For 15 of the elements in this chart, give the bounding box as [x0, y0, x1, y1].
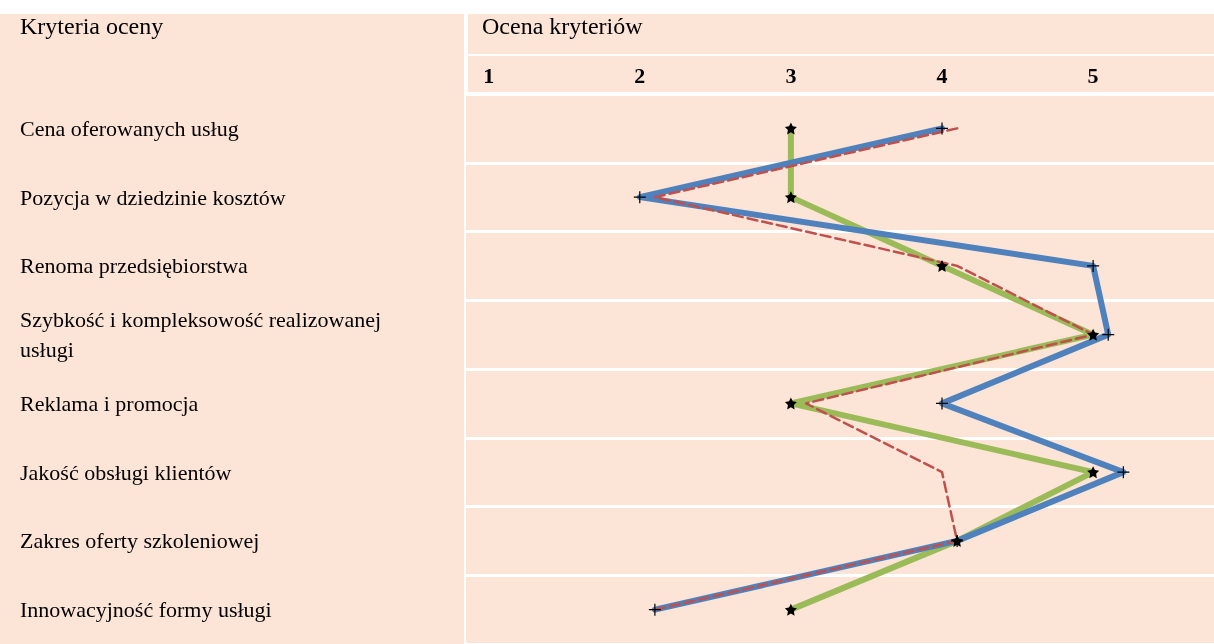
x-tick-label: 5	[1087, 62, 1099, 88]
y-tick-label: Innowacyjność formy usługi	[20, 597, 272, 623]
x-tick-label: 1	[483, 62, 495, 88]
x-axis-title: Ocena kryteriów	[482, 13, 644, 39]
x-tick-label: 4	[936, 62, 948, 88]
x-tick-label: 3	[785, 62, 797, 88]
y-axis-title: Kryteria oceny	[20, 13, 164, 39]
x-tick-label: 2	[634, 62, 646, 88]
y-tick-label: Jakość obsługi klientów	[20, 459, 232, 485]
y-tick-label: Cena oferowanych usług	[20, 115, 239, 141]
y-tick-label: Renoma przedsiębiorstwa	[20, 253, 249, 279]
y-tick-label: Pozycja w dziedzinie kosztów	[20, 184, 286, 210]
y-tick-label: Szybkość i kompleksowość realizowanej usługi	[20, 307, 387, 363]
y-tick-label: Zakres oferty szkoleniowej	[20, 528, 260, 554]
y-tick-label: Reklama i promocja	[20, 390, 199, 416]
